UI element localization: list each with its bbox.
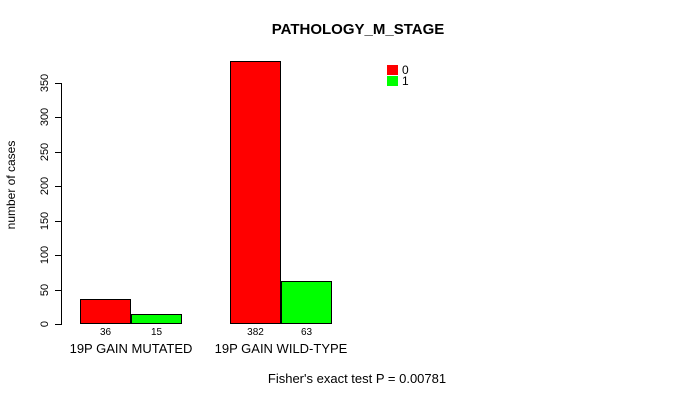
y-tick-label: 300	[39, 107, 51, 127]
legend-swatch-1	[387, 76, 398, 86]
y-axis-label: number of cases	[4, 140, 18, 230]
y-tick-label: 350	[39, 73, 51, 93]
y-tick-mark	[55, 83, 61, 84]
y-axis-line	[61, 83, 62, 325]
bar-value-label: 36	[99, 327, 112, 338]
chart-title: PATHOLOGY_M_STAGE	[271, 21, 445, 38]
bar-value-label: 15	[150, 327, 163, 338]
y-tick-label: 50	[39, 283, 51, 297]
bar-group0-series-1	[131, 314, 182, 324]
bar-value-label: 382	[247, 327, 264, 338]
y-tick-mark	[55, 221, 61, 222]
y-tick-label: 250	[39, 142, 51, 162]
bar-group1-series-1	[281, 281, 332, 324]
fisher-test-annotation: Fisher's exact test P = 0.00781	[267, 371, 447, 386]
y-tick-mark	[55, 324, 61, 325]
bar-group1-series-0	[230, 61, 281, 324]
category-label: 19P GAIN MUTATED	[69, 341, 193, 356]
y-tick-mark	[55, 255, 61, 256]
y-tick-mark	[55, 186, 61, 187]
legend-label: 1	[402, 74, 409, 88]
y-tick-mark	[55, 152, 61, 153]
category-label: 19P GAIN WILD-TYPE	[214, 341, 348, 356]
y-tick-mark	[55, 290, 61, 291]
legend-label: 0	[402, 63, 409, 77]
y-tick-label: 150	[39, 211, 51, 231]
y-tick-label: 100	[39, 245, 51, 265]
bar-value-label: 63	[300, 327, 313, 338]
bar-group0-series-0	[80, 299, 131, 324]
y-tick-label: 0	[39, 320, 51, 328]
y-tick-mark	[55, 117, 61, 118]
y-tick-label: 200	[39, 176, 51, 196]
legend-swatch-0	[387, 65, 398, 75]
